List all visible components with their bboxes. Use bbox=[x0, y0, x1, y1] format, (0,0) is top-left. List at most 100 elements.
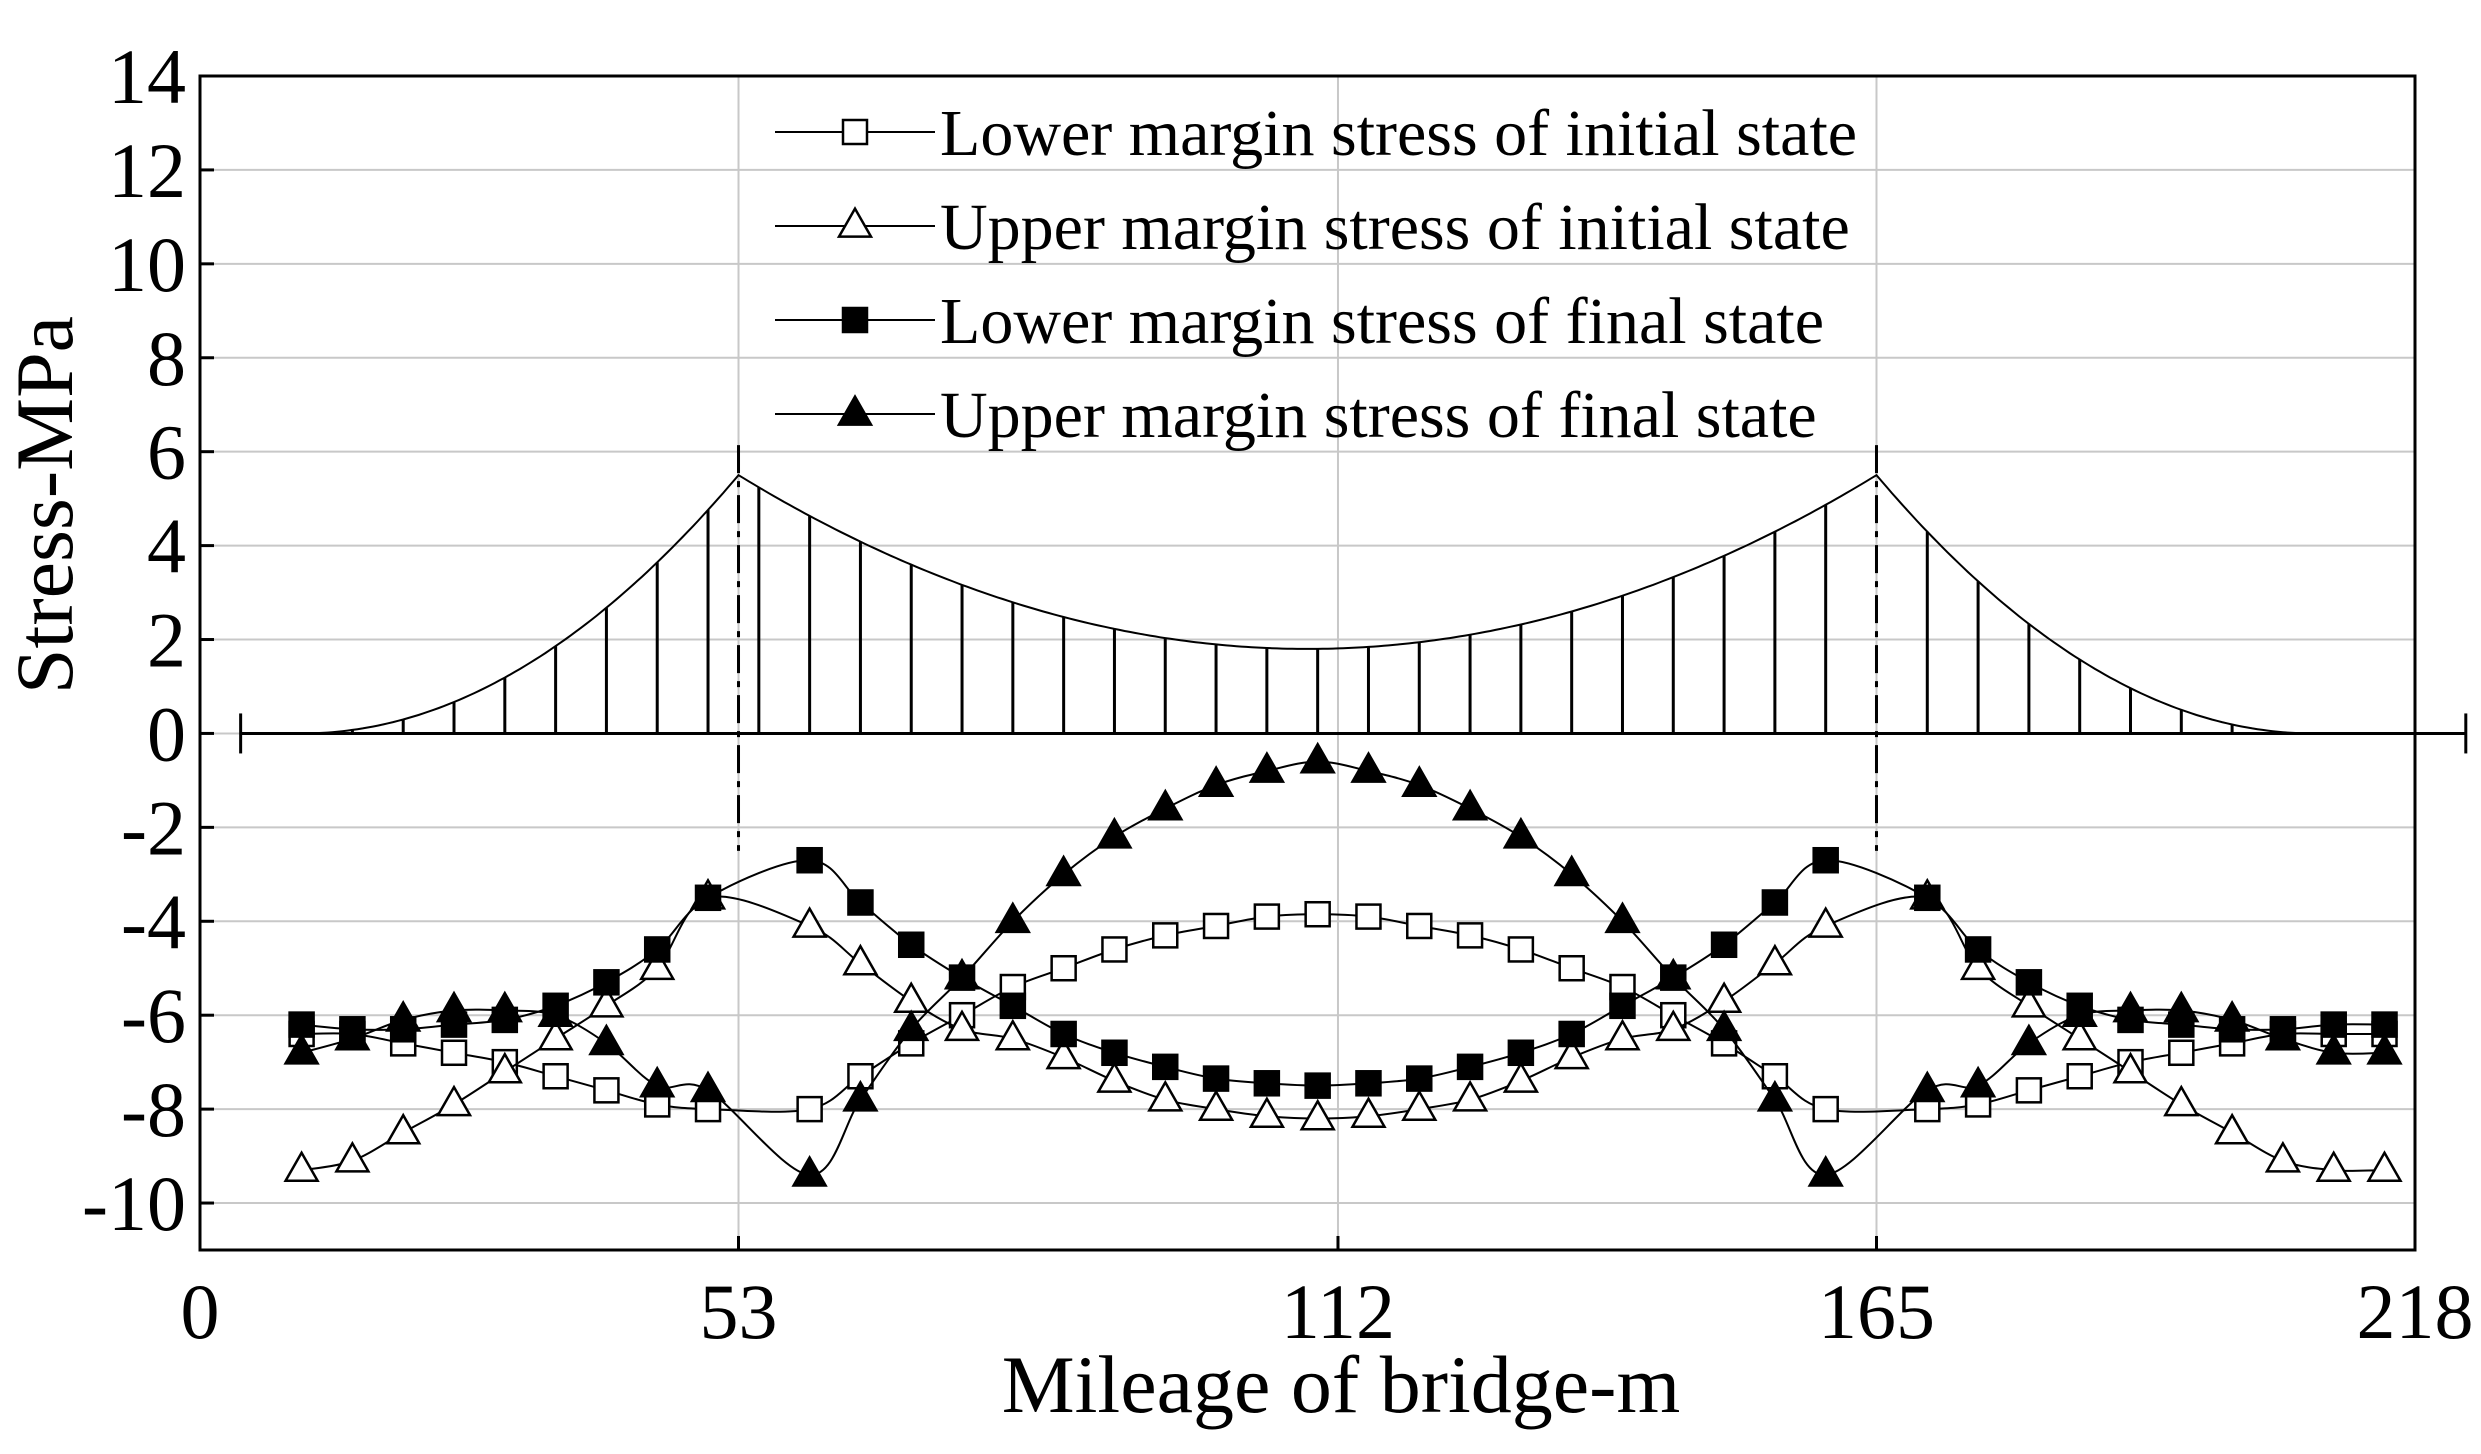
series-1-point-35 bbox=[2168, 1039, 2195, 1067]
bridge-main-cable bbox=[301, 473, 2314, 735]
series-4-point-16 bbox=[1147, 788, 1184, 821]
series-4-point-7 bbox=[639, 1065, 676, 1098]
plot-frame bbox=[198, 74, 2417, 1252]
series-2-point-23 bbox=[1502, 1061, 1540, 1093]
series-1-point-24 bbox=[1558, 954, 1585, 982]
series-2-point-18 bbox=[1248, 1096, 1286, 1129]
series-2-point-38 bbox=[2315, 1150, 2352, 1183]
series-4-point-18 bbox=[1248, 751, 1286, 783]
series-3-point-30 bbox=[1914, 884, 1941, 912]
bridge-diagram bbox=[239, 445, 2468, 851]
series-3-point-28 bbox=[1761, 889, 1789, 916]
series-4-point-0 bbox=[283, 1032, 320, 1065]
x-axis-title: Mileage of bridge-m bbox=[1002, 1339, 1681, 1430]
series-2-point-26 bbox=[1655, 1009, 1692, 1042]
series-4-point-39 bbox=[2366, 1032, 2403, 1065]
series-4-point-11 bbox=[893, 1009, 930, 1042]
y-tick-label-4: -2 bbox=[121, 784, 186, 871]
series-2-point-20 bbox=[1350, 1096, 1387, 1129]
series-3-point-7 bbox=[643, 936, 671, 963]
series-1-point-14 bbox=[1050, 954, 1077, 982]
legend-item-upper-margin-stress-of-final-state: Upper margin stress of final state bbox=[775, 379, 1817, 452]
legend-label-1: Lower margin stress of initial state bbox=[940, 97, 1857, 170]
series-3-point-16 bbox=[1152, 1053, 1179, 1081]
series-2-point-35 bbox=[2163, 1084, 2200, 1117]
series-3-point-8 bbox=[694, 884, 722, 912]
series-3-point-6 bbox=[593, 969, 620, 996]
series-2-point-5 bbox=[537, 1018, 574, 1051]
series-2-point-3 bbox=[435, 1084, 473, 1117]
series-3-point-14 bbox=[1050, 1020, 1077, 1048]
series-2-point-6 bbox=[588, 985, 625, 1018]
series-4-point-8 bbox=[689, 1070, 727, 1103]
series-1-point-15 bbox=[1101, 936, 1128, 963]
series-3-point-18 bbox=[1253, 1070, 1281, 1097]
series-1-point-5 bbox=[542, 1062, 569, 1090]
series-4-point-30 bbox=[1909, 1070, 1946, 1103]
series-4-point-2 bbox=[385, 999, 422, 1032]
series-line-1 bbox=[301, 913, 2385, 1113]
series-2-point-7 bbox=[639, 948, 676, 981]
y-tick-label-6: 2 bbox=[147, 597, 186, 684]
series-3-point-9 bbox=[796, 846, 823, 874]
series-4-point-20 bbox=[1350, 751, 1387, 783]
series-3-point-23 bbox=[1507, 1039, 1535, 1067]
series-2-point-29 bbox=[1807, 906, 1844, 938]
y-tick-label-0: -10 bbox=[82, 1160, 186, 1247]
legend-item-lower-margin-stress-of-final-state: Lower margin stress of final state bbox=[775, 285, 1824, 358]
x-tick-label-4: 218 bbox=[2357, 1268, 2474, 1355]
series-2-point-21 bbox=[1401, 1089, 1438, 1122]
series-4-point-13 bbox=[994, 901, 1031, 934]
series-1-point-33 bbox=[2066, 1062, 2093, 1090]
series-2-point-34 bbox=[2112, 1051, 2149, 1084]
series-4-point-22 bbox=[1451, 788, 1489, 821]
series-1-point-17 bbox=[1202, 912, 1230, 940]
series-4-point-1 bbox=[334, 1018, 371, 1051]
series-4-point-35 bbox=[2163, 990, 2200, 1023]
legend-label-3: Lower margin stress of final state bbox=[940, 285, 1824, 358]
series-4-point-3 bbox=[435, 990, 473, 1023]
series-2-point-17 bbox=[1197, 1089, 1235, 1122]
series-4-point-31 bbox=[1959, 1065, 1997, 1098]
series-4-point-5 bbox=[537, 995, 574, 1028]
series-1-point-19 bbox=[1304, 900, 1331, 928]
series-3-point-24 bbox=[1558, 1020, 1585, 1048]
series-4-point-26 bbox=[1655, 957, 1692, 990]
series-4-point-33 bbox=[2061, 995, 2098, 1028]
series-2-point-37 bbox=[2264, 1140, 2302, 1173]
series-4-point-6 bbox=[588, 1023, 625, 1056]
legend-marker-3 bbox=[841, 306, 869, 334]
series-1-point-32 bbox=[2015, 1077, 2043, 1104]
series-4-point-28 bbox=[1756, 1079, 1794, 1112]
series-3-point-32 bbox=[2015, 969, 2043, 996]
series-2-point-31 bbox=[1959, 948, 1997, 981]
y-tick-label-3: -4 bbox=[121, 878, 186, 965]
series-1-point-20 bbox=[1355, 903, 1382, 930]
y-tick-label-8: 6 bbox=[147, 409, 186, 496]
series-1-point-9 bbox=[796, 1095, 823, 1123]
series-4-point-29 bbox=[1807, 1154, 1844, 1187]
series-2-point-1 bbox=[334, 1140, 371, 1173]
series-2-point-0 bbox=[283, 1150, 320, 1183]
series-3-point-25 bbox=[1609, 992, 1636, 1020]
series-2-point-24 bbox=[1553, 1037, 1590, 1070]
series-4-point-27 bbox=[1705, 1009, 1743, 1042]
series-2-point-16 bbox=[1147, 1079, 1184, 1112]
legend-marker-2 bbox=[836, 206, 874, 238]
series-4-point-23 bbox=[1502, 816, 1540, 849]
series-3-point-10 bbox=[847, 889, 874, 916]
series-3-point-11 bbox=[897, 931, 925, 959]
series-1-point-16 bbox=[1152, 922, 1179, 949]
x-tick-label-0: 0 bbox=[181, 1268, 220, 1355]
y-tick-label-11: 12 bbox=[108, 127, 186, 214]
series-upper-margin-stress-of-initial-state bbox=[283, 877, 2403, 1183]
series-4-point-36 bbox=[2213, 999, 2251, 1032]
legend: Lower margin stress of initial state Uppe… bbox=[775, 97, 1857, 452]
series-2-point-39 bbox=[2366, 1150, 2403, 1183]
series-2-point-19 bbox=[1299, 1098, 1336, 1131]
series-4-point-38 bbox=[2315, 1032, 2352, 1065]
series-1-point-23 bbox=[1507, 936, 1535, 963]
